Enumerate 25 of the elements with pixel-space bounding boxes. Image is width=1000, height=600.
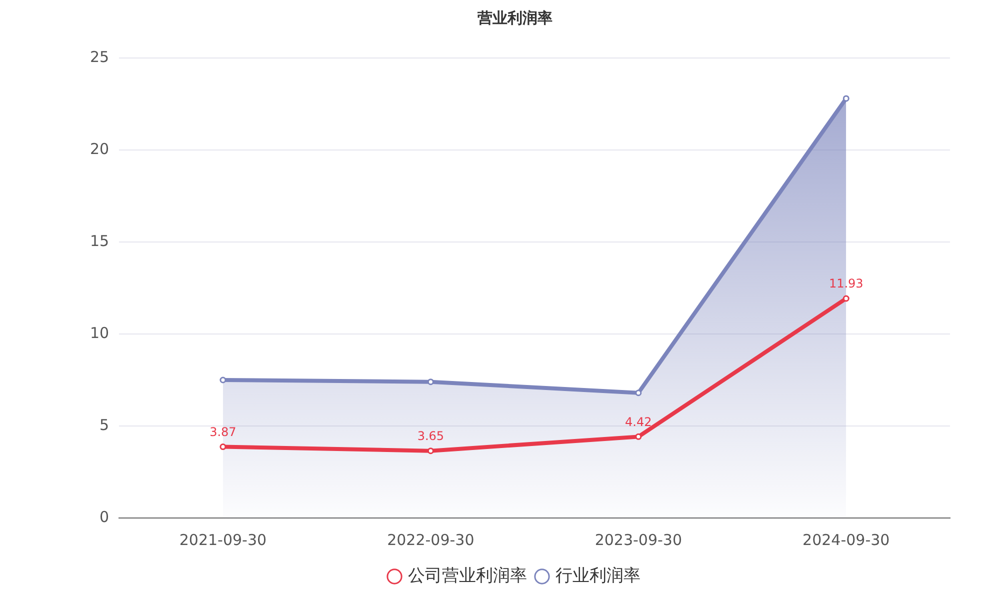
- point: [427, 378, 434, 386]
- y-tick-label: 20: [90, 140, 110, 158]
- x-tick-label: 2021-09-30: [179, 530, 267, 549]
- data-label: 11.93: [828, 276, 864, 291]
- legend-label: 行业利润率: [556, 566, 640, 586]
- x-tick-label: 2022-09-30: [387, 530, 474, 549]
- y-tick-label: 25: [90, 48, 110, 66]
- point: [220, 376, 226, 384]
- chart-title: 营业利润率: [476, 8, 552, 27]
- point: [427, 448, 434, 454]
- point: [635, 390, 642, 396]
- x-tick-label: 2023-09-30: [594, 530, 682, 549]
- data-label: 3.65: [417, 428, 444, 443]
- y-tick-label: 5: [100, 416, 110, 434]
- y-tick-label: 10: [90, 324, 110, 342]
- y-tick-label: 15: [90, 232, 110, 250]
- data-label: 3.87: [210, 424, 236, 439]
- point: [842, 295, 850, 302]
- legend-label: 公司营业利润率: [408, 566, 527, 586]
- point: [635, 433, 642, 440]
- y-tick-label: 0: [100, 508, 110, 526]
- point: [842, 95, 850, 102]
- x-tick-label: 2024-09-30: [802, 530, 890, 549]
- point: [220, 444, 226, 450]
- data-label: 4.42: [625, 414, 652, 429]
